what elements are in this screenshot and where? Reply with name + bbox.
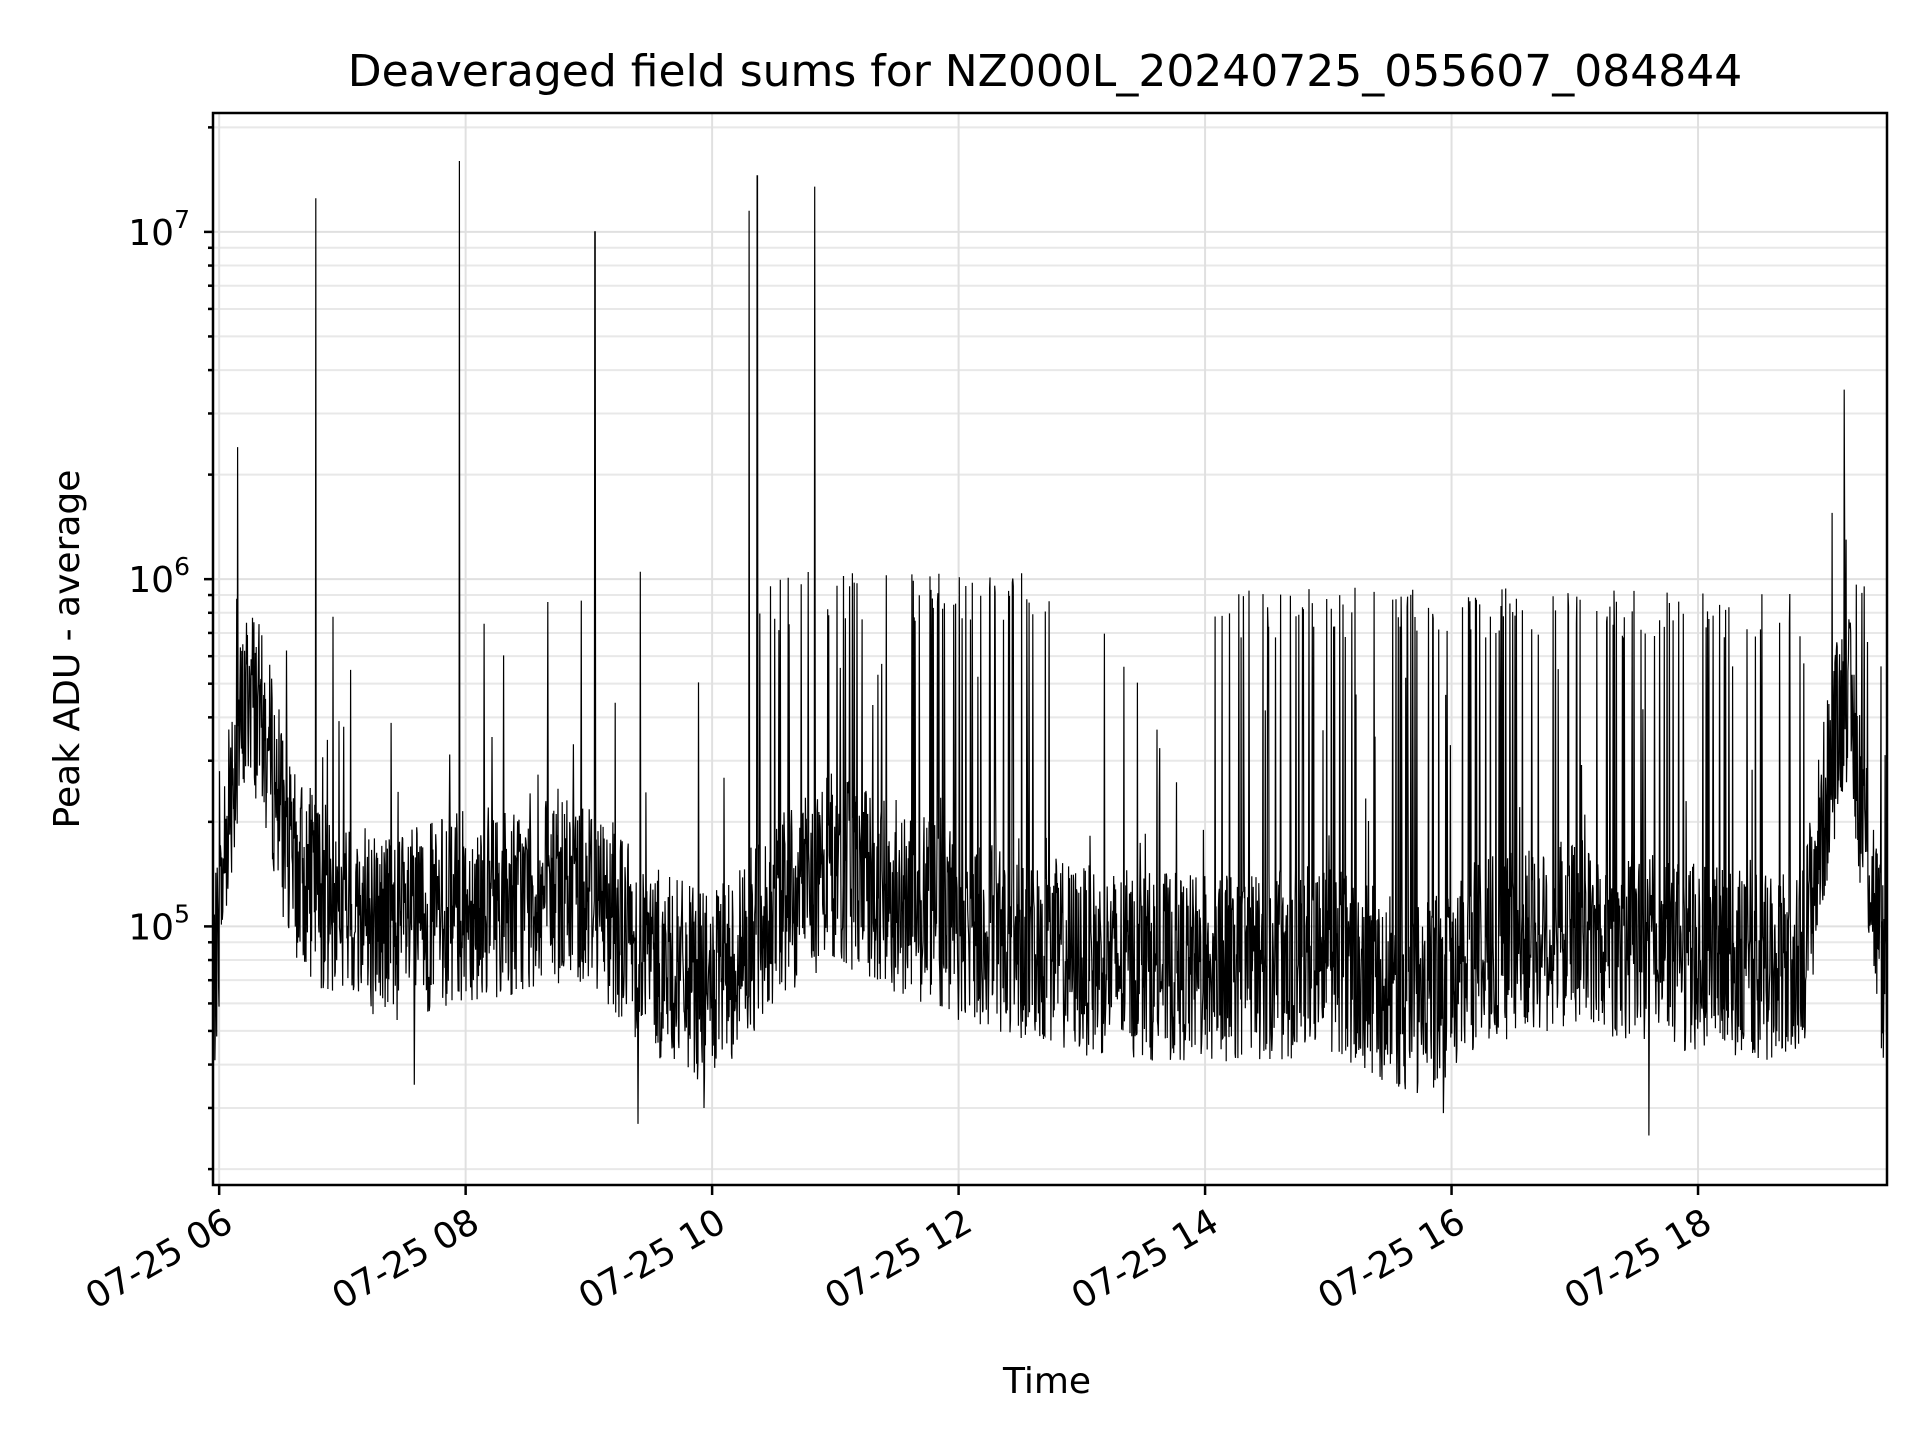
chart-title: Deaveraged field sums for NZ000L_2024072… — [348, 46, 1742, 97]
plot-frame — [211, 111, 1889, 1187]
y-tick-label: 106 — [128, 552, 190, 601]
series-line — [212, 160, 1888, 1136]
y-axis-label: Peak ADU - average — [47, 470, 88, 829]
x-axis-label: Time — [1002, 1361, 1091, 1402]
y-tick-label: 107 — [128, 205, 190, 254]
y-tick-label: 105 — [128, 899, 190, 948]
y-axis: 105 106 107 — [128, 126, 213, 1171]
